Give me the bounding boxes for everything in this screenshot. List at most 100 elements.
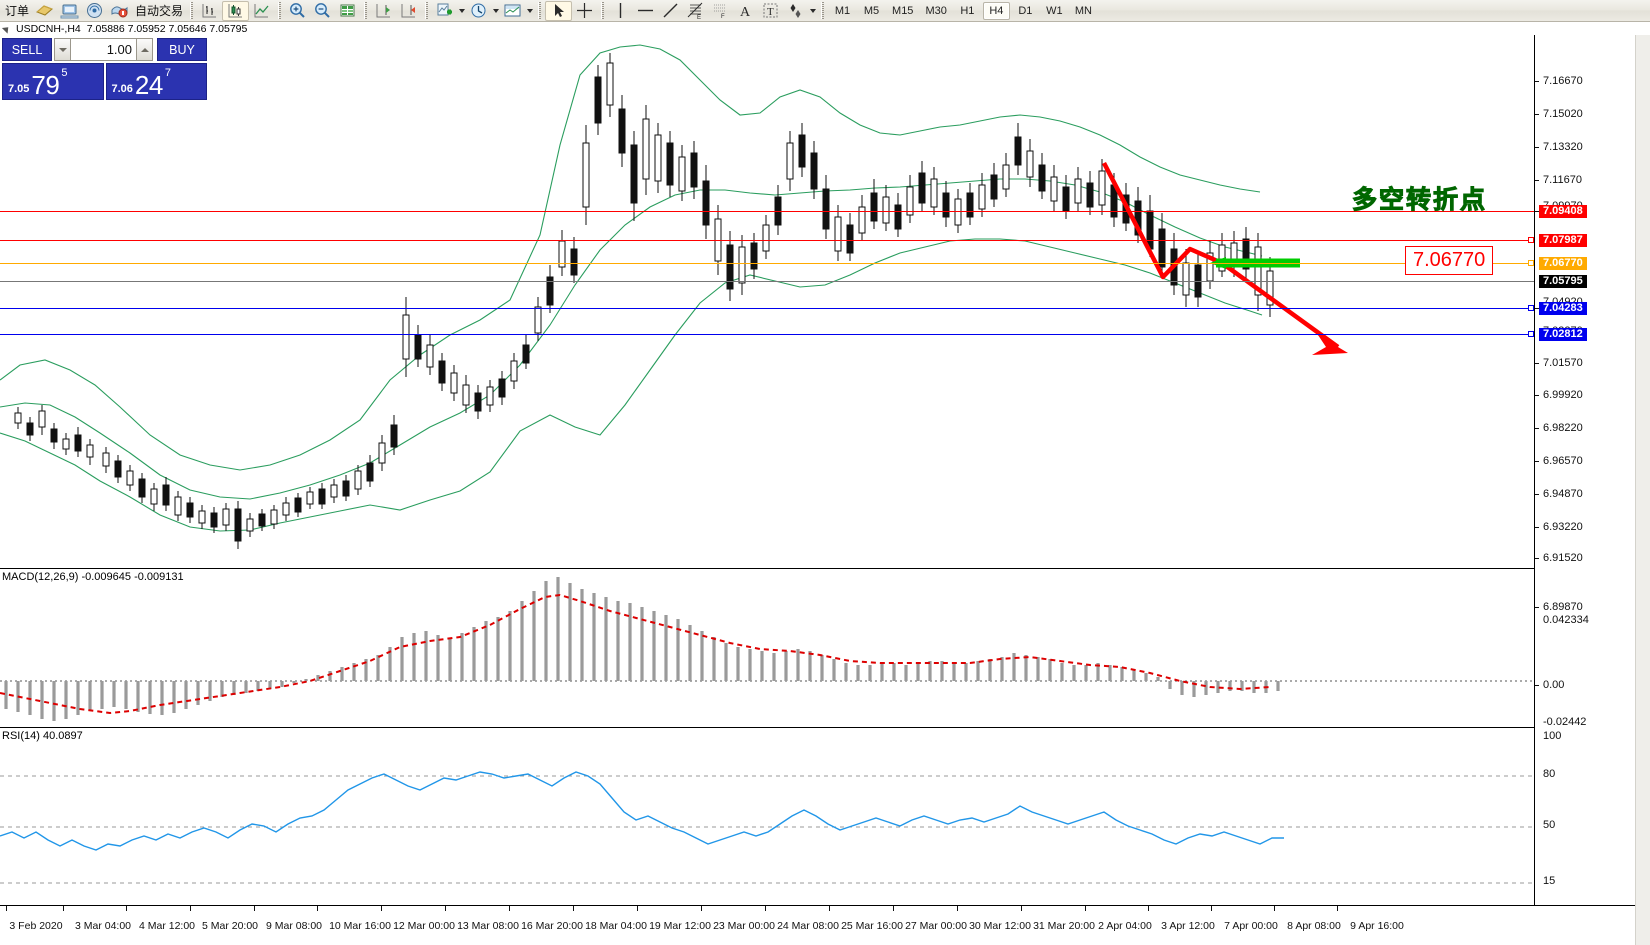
line-anchor-7-06770[interactable]	[1528, 260, 1534, 266]
volume-stepper[interactable]: 1.00	[54, 38, 153, 61]
axis-tick	[1535, 81, 1539, 82]
price-axis[interactable]: 7.16670 7.15020 7.13320 7.11670 7.09970 …	[1534, 35, 1650, 905]
add-indicator-icon[interactable]	[432, 1, 457, 21]
auto-trading-button[interactable]: 自动交易	[132, 1, 186, 21]
fibo-retracement-icon[interactable]: E	[683, 1, 708, 21]
line-chart-icon[interactable]	[249, 1, 274, 21]
support-line-7-04283[interactable]	[0, 308, 1534, 309]
timeframe-m1[interactable]: M1	[834, 4, 851, 17]
volume-input[interactable]: 1.00	[71, 38, 136, 61]
ask-price-box[interactable]: 7.06 24 7	[105, 63, 207, 100]
resistance-line-7-07987[interactable]	[0, 240, 1534, 241]
timeframe-d1[interactable]: D1	[1018, 4, 1033, 17]
axis-label-rsi-15: 15	[1543, 875, 1556, 887]
crosshair-icon[interactable]	[572, 1, 597, 21]
signals-icon[interactable]	[82, 1, 107, 21]
pivot-line-7-06770[interactable]	[0, 263, 1534, 264]
templates-dropdown-caret[interactable]	[525, 2, 534, 20]
time-label-12: 24 Mar 08:00	[777, 920, 839, 932]
data-window-icon[interactable]	[335, 1, 360, 21]
time-label-8: 16 Mar 20:00	[521, 920, 583, 932]
vertical-line-icon[interactable]	[608, 1, 633, 21]
bid-pips: 79	[31, 70, 60, 100]
axis-label-7-13320: 7.13320	[1543, 141, 1583, 153]
chart-area[interactable]: 多空转折点 7.06770 MACD(12,26,9) -0.009645 -0…	[0, 35, 1650, 945]
price-tag-7-02812[interactable]: 7.02812	[1539, 328, 1587, 341]
timeframe-h4[interactable]: H4	[982, 1, 1010, 20]
candlestick-chart-icon[interactable]	[222, 0, 250, 21]
shapes-dropdown-caret[interactable]	[808, 2, 817, 20]
chart-autoscroll-icon[interactable]	[396, 1, 421, 21]
timeframe-m5[interactable]: M5	[863, 4, 880, 17]
sell-button[interactable]: SELL	[2, 38, 52, 61]
period-dropdown-caret[interactable]	[491, 2, 500, 20]
svg-text:T: T	[767, 6, 774, 18]
axis-label-rsi-80: 80	[1543, 768, 1556, 780]
support-line-7-02812[interactable]	[0, 334, 1534, 335]
rsi-pane[interactable]: RSI(14) 40.0897	[0, 727, 1534, 900]
macd-pane[interactable]: MACD(12,26,9) -0.009645 -0.009131	[0, 568, 1534, 725]
volume-increase-button[interactable]	[136, 38, 153, 61]
zoom-out-icon[interactable]	[310, 1, 335, 21]
axis-label-6-89870: 6.89870	[1543, 601, 1583, 613]
chart-corner-icon	[1, 23, 12, 34]
time-tick	[1337, 906, 1338, 911]
volume-decrease-button[interactable]	[54, 38, 71, 61]
trendline-icon[interactable]	[658, 1, 683, 21]
price-tag-7-04283[interactable]: 7.04283	[1539, 302, 1587, 315]
chart-shift-icon[interactable]	[371, 1, 396, 21]
rsi-plot	[0, 771, 1534, 884]
time-tick	[6, 906, 7, 911]
zoom-in-icon[interactable]	[285, 1, 310, 21]
price-tag-7-06770[interactable]: 7.06770	[1539, 257, 1587, 270]
text-label-icon[interactable]: T	[758, 1, 783, 21]
period-icon[interactable]	[466, 1, 491, 21]
vertical-scrollbar[interactable]	[1635, 35, 1650, 945]
horizontal-line-icon[interactable]	[633, 1, 658, 21]
timeframe-mn[interactable]: MN	[1074, 4, 1092, 17]
add-indicator-dropdown-caret[interactable]	[457, 2, 466, 20]
toolbar-separator	[821, 2, 825, 19]
time-tick	[381, 906, 382, 911]
price-tag-7-09408[interactable]: 7.09408	[1539, 205, 1587, 218]
timeframe-w1[interactable]: W1	[1046, 4, 1063, 17]
text-icon[interactable]: A	[733, 1, 758, 21]
time-label-14: 27 Mar 00:00	[905, 920, 967, 932]
svg-text:F: F	[721, 14, 725, 20]
timeframe-h1[interactable]: H1	[960, 4, 975, 17]
time-tick	[509, 906, 510, 911]
time-label-15: 30 Mar 12:00	[969, 920, 1031, 932]
time-label-16: 31 Mar 20:00	[1033, 920, 1095, 932]
axis-tick	[1535, 395, 1539, 396]
bar-chart-icon[interactable]	[197, 1, 222, 21]
buy-button[interactable]: BUY	[157, 38, 207, 61]
timeframe-m30[interactable]: M30	[925, 4, 947, 17]
market-icon[interactable]	[107, 1, 132, 21]
axis-label-6-93220: 6.93220	[1543, 521, 1583, 533]
terminal-icon[interactable]	[57, 1, 82, 21]
shapes-icon[interactable]	[783, 1, 808, 21]
axis-tick	[1535, 308, 1539, 309]
fibo-fan-icon[interactable]: F	[708, 1, 733, 21]
timeframe-m15[interactable]: M15	[892, 4, 914, 17]
last-price-line	[0, 281, 1534, 282]
cursor-icon[interactable]	[545, 0, 573, 21]
resistance-line-7-09408[interactable]	[0, 211, 1534, 212]
templates-icon[interactable]	[500, 1, 525, 21]
axis-label-macd-zero: 0.00	[1543, 679, 1565, 691]
price-pane[interactable]: 多空转折点 7.06770	[0, 35, 1534, 566]
orders-button[interactable]: 订单	[2, 1, 32, 21]
line-anchor-7-07987[interactable]	[1528, 237, 1534, 243]
new-order-icon[interactable]	[32, 1, 57, 21]
line-anchor-7-04283[interactable]	[1528, 305, 1534, 311]
axis-tick	[1535, 180, 1539, 181]
one-click-trading-panel[interactable]: SELL 1.00 BUY 7.05 79 5 7.06 24 7	[2, 38, 207, 100]
price-tag-7-07987[interactable]: 7.07987	[1539, 234, 1587, 247]
time-label-18: 3 Apr 12:00	[1161, 920, 1215, 932]
time-label-20: 8 Apr 08:00	[1287, 920, 1341, 932]
time-axis[interactable]: 3 Feb 2020 3 Mar 04:00 4 Mar 12:00 5 Mar…	[0, 905, 1650, 945]
line-anchor-7-02812[interactable]	[1528, 331, 1534, 337]
bid-price-box[interactable]: 7.05 79 5	[2, 63, 104, 100]
symbol-label: USDCNH-,H4	[16, 22, 81, 35]
